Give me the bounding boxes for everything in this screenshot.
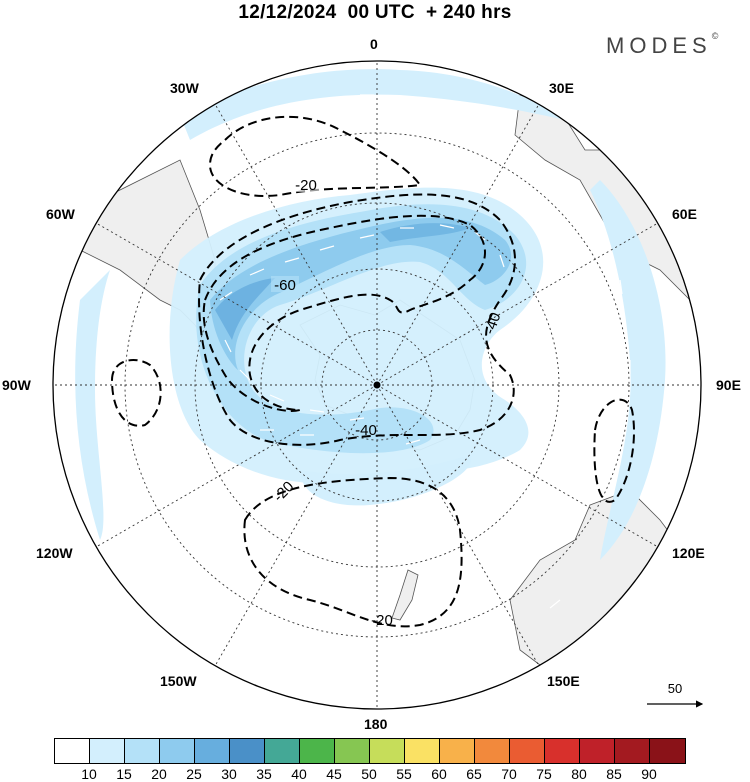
jet-core-strong	[215, 278, 275, 340]
band-south	[300, 455, 472, 506]
colorbar-tick-label: 70	[501, 766, 517, 782]
brand-mark: ©	[711, 31, 719, 41]
contour-minus20-south	[243, 476, 463, 628]
colorbar-tick-label: 45	[326, 766, 342, 782]
colorbar-swatch	[265, 739, 300, 763]
lon-label-30w: 30W	[170, 80, 199, 96]
colorbar-swatch	[160, 739, 195, 763]
colorbar-swatch	[615, 739, 650, 763]
colorbar-swatch	[55, 739, 90, 763]
lon-label-30e: 30E	[549, 80, 574, 96]
contour-east-ring	[593, 398, 635, 503]
graticule	[53, 61, 701, 709]
colorbar-tick-label: 80	[571, 766, 587, 782]
colorbar-swatch	[475, 739, 510, 763]
contour-label: -40	[355, 422, 377, 439]
lon-label-60e: 60E	[672, 206, 697, 222]
wind-vectors	[199, 94, 631, 643]
colorbar-tick-label: 15	[116, 766, 132, 782]
lon-label-90e: 90E	[716, 377, 741, 393]
colorbar-swatch	[510, 739, 545, 763]
colorbar-swatch	[440, 739, 475, 763]
reference-vector-value: 50	[668, 681, 682, 696]
colorbar-tick-label: 10	[81, 766, 97, 782]
colorbar-tick-label: 50	[361, 766, 377, 782]
outer-band-east	[590, 180, 666, 560]
colorbar-swatch	[580, 739, 615, 763]
pole-marker	[373, 381, 381, 389]
colorbar-ticks: 10 15 20 25 30 35 40 45 50 55 60 65 70 75 80 85 90	[0, 766, 750, 782]
colorbar-swatch	[335, 739, 370, 763]
colorbar-swatch	[405, 739, 440, 763]
lon-label-120e: 120E	[672, 545, 705, 561]
colorbar-tick-label: 60	[431, 766, 447, 782]
colorbar-tick-label: 20	[151, 766, 167, 782]
contour-label: -40	[481, 310, 504, 336]
colorbar-swatch	[125, 739, 160, 763]
contour-minus60	[202, 214, 486, 412]
map-boundary	[52, 60, 702, 710]
lon-label-150e: 150E	[547, 673, 580, 689]
colorbar-swatch	[90, 739, 125, 763]
colorbar-tick-label: 25	[186, 766, 202, 782]
map-title: 12/12/2024 00 UTC + 240 hrs	[238, 2, 512, 23]
anomaly-contours	[110, 115, 635, 628]
colorbar-swatch	[195, 739, 230, 763]
colorbar-tick-label: 90	[641, 766, 657, 782]
contour-west-ring	[110, 359, 162, 427]
wind-speed-colorbar	[54, 738, 686, 764]
colorbar-swatch	[370, 739, 405, 763]
outer-band-west	[75, 270, 110, 540]
lon-label-0: 0	[370, 36, 378, 52]
new-zealand-landmass	[391, 569, 419, 621]
lon-label-180: 180	[364, 716, 388, 732]
colorbar-tick-label: 40	[291, 766, 307, 782]
colorbar-tick-label: 35	[256, 766, 272, 782]
colorbar-tick-label: 55	[396, 766, 412, 782]
jet-core	[210, 217, 512, 370]
contour-minus40	[198, 193, 516, 446]
contour-label: -60	[274, 277, 296, 294]
brand-text: MODES	[606, 33, 712, 58]
contour-label: -20	[295, 177, 317, 194]
lon-label-120w: 120W	[36, 545, 73, 561]
contour-label: -20	[371, 612, 393, 629]
modes-logo: MODES©	[606, 31, 719, 59]
colorbar-swatch	[230, 739, 265, 763]
polar-stereographic-map: -20 -60 -40 -40 -20 -20 50	[52, 60, 704, 710]
colorbar-tick-label: 75	[536, 766, 552, 782]
colorbar-swatch	[650, 739, 685, 763]
reference-vector: 50	[647, 681, 704, 708]
contour-label: -20	[270, 478, 297, 505]
colorbar-tick-label: 65	[466, 766, 482, 782]
colorbar-swatch	[545, 739, 580, 763]
colorbar-swatch	[300, 739, 335, 763]
australia-landmass	[509, 489, 701, 681]
wind-speed-shading	[75, 69, 666, 560]
outer-band-north	[180, 69, 565, 140]
lon-label-90w: 90W	[2, 377, 31, 393]
lon-label-60w: 60W	[46, 206, 75, 222]
lon-label-150w: 150W	[160, 673, 197, 689]
colorbar-tick-label: 85	[606, 766, 622, 782]
colorbar-tick-label: 30	[221, 766, 237, 782]
